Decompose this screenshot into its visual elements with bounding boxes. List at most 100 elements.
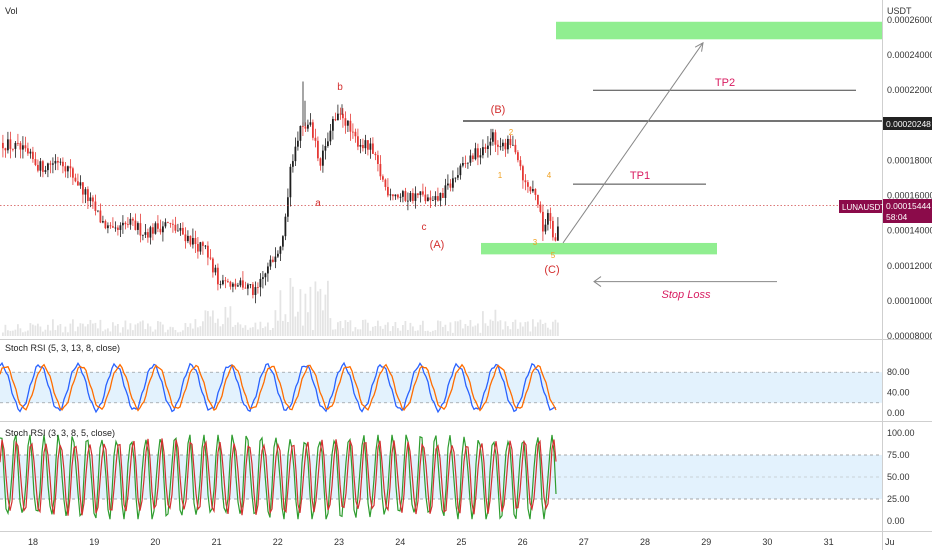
volume-bar-14 — [37, 323, 39, 336]
candle-body-123 — [309, 122, 312, 125]
volume-bar-134 — [337, 322, 339, 336]
candle-body-70 — [177, 230, 179, 232]
volume-bar-29 — [74, 331, 77, 336]
stoch2-tick-2: 50.00 — [887, 472, 910, 482]
candle-body-92 — [232, 283, 234, 287]
volume-bar-181 — [454, 321, 457, 336]
volume-bar-148 — [372, 326, 374, 336]
stoch2-tick-3: 25.00 — [887, 494, 910, 504]
volume-bar-69 — [174, 329, 177, 336]
volume-bar-92 — [232, 326, 234, 336]
volume-bar-192 — [482, 311, 484, 336]
candle-body-67 — [169, 223, 172, 224]
candle-body-80 — [202, 242, 204, 246]
candle-body-172 — [432, 200, 434, 201]
candle-body-133 — [334, 119, 337, 121]
candle-body-153 — [384, 179, 387, 187]
candle-body-84 — [212, 258, 214, 273]
candle-body-216 — [542, 211, 544, 232]
candle-body-157 — [394, 194, 397, 197]
volume-bar-146 — [367, 322, 369, 336]
candle-body-11 — [29, 151, 32, 154]
candle-body-147 — [369, 143, 372, 150]
candle-body-200 — [502, 142, 504, 147]
candle-body-180 — [452, 178, 454, 188]
candle-body-146 — [367, 140, 369, 150]
volume-bar-4 — [12, 330, 14, 336]
volume-bar-20 — [52, 319, 54, 336]
volume-bar-175 — [439, 321, 442, 336]
wave-label-a: a — [315, 198, 321, 209]
volume-bar-133 — [334, 329, 337, 336]
time-tick-3: 21 — [212, 537, 222, 547]
candle-body-107 — [269, 259, 272, 267]
candle-body-114 — [287, 197, 289, 217]
volume-bar-140 — [352, 331, 354, 336]
candle-body-105 — [264, 273, 267, 278]
tp1-label: TP1 — [630, 170, 650, 182]
candle-body-211 — [529, 186, 532, 192]
volume-bar-57 — [144, 329, 147, 336]
volume-bar-83 — [209, 316, 212, 336]
volume-bar-215 — [539, 319, 542, 336]
volume-bar-174 — [437, 320, 439, 336]
stop-loss-label: Stop Loss — [662, 289, 711, 301]
candle-body-138 — [347, 120, 349, 126]
level-badge-text: 0.00020248 — [886, 119, 931, 129]
candle-body-182 — [457, 175, 459, 178]
volume-bar-10 — [27, 330, 29, 336]
wave-label-C: (C) — [544, 264, 559, 276]
volume-bar-159 — [399, 330, 402, 336]
time-tick-11: 29 — [701, 537, 711, 547]
stoch2-title: Stoch RSI (3, 3, 8, 5, close) — [5, 428, 115, 438]
candle-body-164 — [412, 193, 414, 201]
candle-body-55 — [139, 223, 142, 236]
time-tick-0: 18 — [28, 537, 38, 547]
candle-body-1 — [4, 148, 7, 151]
volume-bar-94 — [237, 322, 239, 336]
volume-bar-53 — [134, 324, 137, 336]
candle-body-87 — [219, 284, 222, 285]
volume-bar-27 — [69, 323, 72, 336]
candle-body-129 — [324, 145, 327, 151]
candle-body-54 — [137, 223, 139, 230]
volume-bar-7 — [19, 328, 22, 336]
volume-bar-113 — [284, 314, 287, 336]
stoch1-k-line — [0, 361, 557, 414]
candle-body-25 — [64, 166, 67, 172]
candle-body-125 — [314, 137, 317, 141]
candle-body-69 — [174, 224, 177, 231]
volume-bar-39 — [99, 319, 102, 336]
volume-bar-218 — [547, 327, 549, 336]
volume-bar-208 — [522, 326, 524, 336]
candle-body-79 — [199, 242, 202, 252]
candle-body-14 — [37, 164, 39, 171]
candle-body-179 — [449, 183, 452, 188]
volume-bar-220 — [552, 321, 554, 336]
candle-body-57 — [144, 232, 147, 235]
candle-body-160 — [402, 191, 404, 197]
candle-body-97 — [244, 287, 247, 289]
candle-body-215 — [539, 204, 542, 212]
candle-body-65 — [164, 222, 167, 227]
volume-bar-160 — [402, 325, 404, 336]
volume-bar-130 — [327, 280, 329, 336]
volume-bar-0 — [2, 332, 4, 336]
volume-bar-207 — [519, 322, 522, 336]
stoch1-tick-1: 40.00 — [887, 388, 910, 398]
candle-body-15 — [39, 161, 42, 171]
volume-bar-41 — [104, 329, 107, 336]
candle-body-120 — [302, 125, 304, 127]
volume-bar-115 — [289, 277, 292, 336]
volume-bar-127 — [319, 288, 322, 336]
volume-bar-188 — [472, 326, 474, 336]
volume-bar-212 — [532, 319, 534, 336]
volume-bar-143 — [359, 329, 362, 336]
volume-bar-11 — [29, 323, 32, 336]
candle-body-140 — [352, 131, 354, 133]
candle-body-37 — [94, 201, 97, 211]
price-tick-7: 0.00012000 — [887, 261, 932, 271]
volume-bar-105 — [264, 326, 267, 336]
